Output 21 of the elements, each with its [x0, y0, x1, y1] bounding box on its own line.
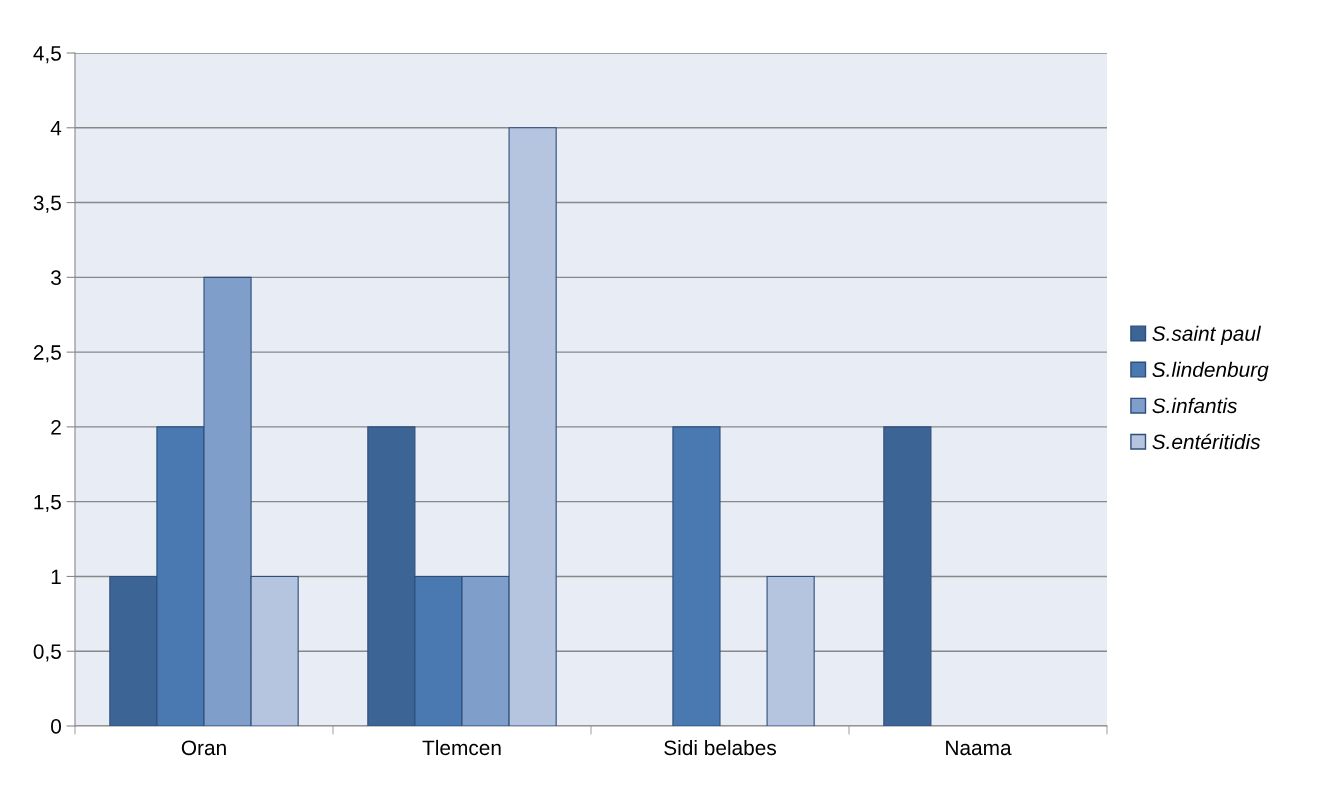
legend-label: S.entéritidis	[1152, 433, 1261, 450]
x-tick-label: Naama	[946, 740, 1012, 756]
y-tick-label: 3,5	[33, 195, 61, 213]
bar	[883, 426, 932, 726]
y-tick-label: 2,5	[33, 345, 61, 363]
y-tick-label: 0	[51, 719, 61, 734]
y-tick-label: 1	[51, 569, 61, 584]
x-tick-label: Tlemcen	[422, 739, 501, 756]
y-tick-label: 1,5	[34, 494, 61, 512]
y-tick-label: 2	[51, 419, 61, 435]
legend-label: S.saint paul	[1152, 325, 1262, 346]
y-tick-label: 0,5	[33, 644, 61, 662]
bar	[766, 575, 815, 726]
y-tick-label: 3	[51, 270, 61, 286]
bar	[672, 426, 721, 726]
legend-label: S.infantis	[1152, 397, 1238, 414]
x-tick-label: Sidi belabes	[664, 739, 776, 756]
y-tick-label: 4	[50, 120, 62, 136]
y-tick-label: 4,5	[33, 46, 61, 64]
legend-label: S.lindenburg	[1152, 361, 1269, 382]
x-tick-label: Oran	[181, 740, 226, 756]
